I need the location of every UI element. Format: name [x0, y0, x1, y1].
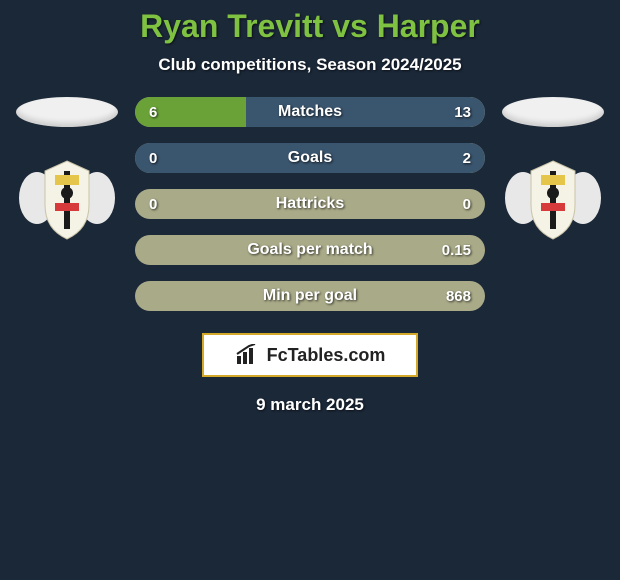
brand-chart-icon: [235, 344, 261, 366]
stat-label: Hattricks: [135, 195, 485, 213]
right-club-crest: [503, 143, 603, 243]
stat-right-value: 0.15: [442, 242, 471, 259]
stat-bars: 6Matches130Goals20Hattricks0Goals per ma…: [135, 97, 485, 311]
stat-right-value: 868: [446, 288, 471, 305]
comparison-infographic: Ryan Trevitt vs Harper Club competitions…: [0, 0, 620, 415]
stat-bar: 0Goals2: [135, 143, 485, 173]
stat-right-value: 13: [454, 104, 471, 121]
brand-box: FcTables.com: [202, 333, 418, 377]
page-subtitle: Club competitions, Season 2024/2025: [0, 55, 620, 75]
left-club-crest: [17, 143, 117, 243]
stat-label: Goals: [135, 149, 485, 167]
stat-label: Min per goal: [135, 287, 485, 305]
stat-bar: 6Matches13: [135, 97, 485, 127]
stat-right-value: 0: [463, 196, 471, 213]
stat-right-value: 2: [463, 150, 471, 167]
main-row: 6Matches130Goals20Hattricks0Goals per ma…: [0, 97, 620, 311]
stat-bar: 0Hattricks0: [135, 189, 485, 219]
stat-label: Goals per match: [135, 241, 485, 259]
date-line: 9 march 2025: [0, 395, 620, 415]
brand-text: FcTables.com: [267, 345, 386, 366]
left-flag-ellipse: [16, 97, 118, 127]
page-title: Ryan Trevitt vs Harper: [0, 8, 620, 45]
right-player-column: [499, 97, 607, 243]
stat-bar: Min per goal868: [135, 281, 485, 311]
stat-label: Matches: [135, 103, 485, 121]
stat-bar: Goals per match0.15: [135, 235, 485, 265]
right-flag-ellipse: [502, 97, 604, 127]
left-player-column: [13, 97, 121, 243]
